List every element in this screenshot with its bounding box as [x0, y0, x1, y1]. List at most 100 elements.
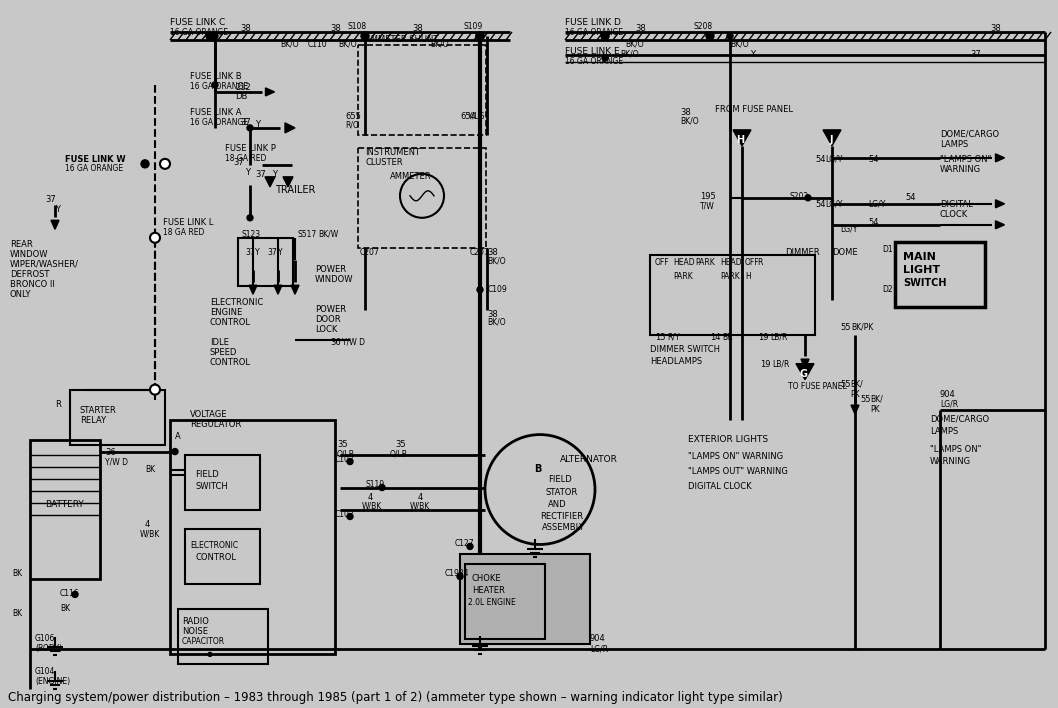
Text: CLOCK: CLOCK [940, 210, 968, 219]
Text: Y/W D: Y/W D [342, 338, 365, 347]
Text: WINDOW: WINDOW [10, 250, 49, 258]
Bar [178, 610, 268, 664]
Text: C127: C127 [455, 539, 475, 549]
Circle shape [477, 287, 484, 292]
Text: DIMMER: DIMMER [785, 248, 820, 257]
Text: 16 GA ORANGE: 16 GA ORANGE [65, 164, 123, 173]
Text: 38: 38 [240, 24, 251, 33]
Text: Y: Y [255, 248, 259, 257]
Text: 18 GA RED: 18 GA RED [163, 228, 204, 236]
Text: WARNING: WARNING [930, 457, 971, 466]
Text: G104: G104 [35, 668, 55, 676]
Text: BK: BK [12, 610, 22, 618]
Circle shape [476, 32, 484, 40]
Text: 54: 54 [868, 155, 878, 164]
Text: BK/O: BK/O [625, 40, 643, 49]
Text: LAMPS: LAMPS [940, 140, 968, 149]
Text: RELAY: RELAY [80, 416, 106, 425]
Text: DOOR: DOOR [315, 314, 341, 324]
Text: G: G [799, 369, 807, 379]
Text: 54: 54 [868, 218, 878, 227]
Circle shape [212, 82, 218, 88]
Text: G106: G106 [35, 634, 55, 644]
Text: BK: BK [12, 569, 22, 578]
Text: 37: 37 [240, 118, 251, 127]
Text: 38: 38 [680, 108, 691, 117]
Text: Charging system/power distribution – 1983 through 1985 (part 1 of 2) (ammeter ty: Charging system/power distribution – 198… [8, 691, 783, 704]
Text: 904: 904 [590, 634, 606, 644]
Text: INSTRUMENT: INSTRUMENT [365, 148, 420, 157]
Polygon shape [282, 177, 293, 187]
Text: LOCK: LOCK [315, 325, 338, 333]
Text: 38: 38 [635, 24, 645, 33]
Circle shape [601, 32, 609, 40]
Text: D2: D2 [882, 285, 893, 294]
Text: BK/O: BK/O [430, 40, 449, 49]
Polygon shape [266, 88, 274, 96]
Text: S202: S202 [790, 192, 809, 201]
Text: RECTIFIER: RECTIFIER [540, 511, 583, 520]
Bar [238, 238, 293, 286]
Text: 36: 36 [330, 338, 341, 347]
Text: DIGITAL: DIGITAL [940, 200, 972, 209]
Text: 54: 54 [905, 193, 915, 202]
Text: PARK: PARK [673, 272, 693, 281]
Text: 19: 19 [758, 333, 768, 342]
Text: 54: 54 [815, 200, 825, 209]
Text: 37: 37 [45, 195, 56, 204]
Text: "LAMPS ON" WARNING: "LAMPS ON" WARNING [688, 452, 783, 461]
Text: PARK: PARK [720, 272, 740, 281]
Text: S108: S108 [348, 22, 367, 31]
Text: IDLE: IDLE [209, 338, 229, 347]
Text: W/BK: W/BK [362, 501, 382, 510]
Text: 14: 14 [710, 333, 720, 342]
Text: POWER: POWER [315, 304, 346, 314]
Text: 904: 904 [940, 389, 955, 399]
Text: 19: 19 [760, 360, 770, 369]
Text: TRAILER: TRAILER [275, 185, 315, 195]
Text: STATOR: STATOR [545, 488, 578, 496]
Circle shape [457, 573, 463, 579]
Circle shape [212, 33, 218, 39]
Text: 16 GA ORANGE: 16 GA ORANGE [565, 57, 623, 66]
Text: 55: 55 [860, 394, 871, 404]
Text: HEATER: HEATER [472, 586, 505, 595]
Text: 37: 37 [970, 50, 981, 59]
Text: BK/O: BK/O [680, 117, 698, 126]
Text: ALTERNATOR: ALTERNATOR [560, 455, 618, 464]
Text: W/BK: W/BK [411, 501, 431, 510]
Polygon shape [249, 285, 257, 295]
Text: 36: 36 [105, 447, 115, 457]
Text: O/LB: O/LB [338, 450, 354, 459]
Text: LG/Y: LG/Y [868, 200, 886, 209]
Text: FUSE LINK A: FUSE LINK A [190, 108, 241, 117]
Text: AMMETER SHUNT.: AMMETER SHUNT. [365, 35, 440, 44]
Text: 37: 37 [255, 170, 266, 179]
Text: REAR: REAR [10, 240, 33, 249]
Text: C109: C109 [488, 285, 508, 294]
Circle shape [727, 33, 733, 39]
Text: J: J [829, 135, 833, 145]
Text: LAMPS: LAMPS [930, 427, 959, 435]
Text: Y: Y [750, 50, 755, 59]
Text: BK/W: BK/W [318, 230, 339, 239]
Bar [650, 255, 815, 335]
Text: PARK: PARK [695, 258, 715, 267]
Text: RADIO: RADIO [182, 617, 208, 627]
Circle shape [72, 591, 78, 598]
Text: 654: 654 [460, 112, 476, 121]
Text: BK/O: BK/O [487, 257, 506, 266]
Text: S208: S208 [693, 22, 712, 31]
Text: SPEED: SPEED [209, 348, 237, 357]
Text: H: H [736, 135, 744, 145]
Polygon shape [996, 221, 1004, 229]
Text: 37: 37 [245, 248, 255, 257]
Text: FUSE LINK L: FUSE LINK L [163, 218, 214, 227]
Text: C116: C116 [60, 590, 79, 598]
Text: ASSEMBLY: ASSEMBLY [542, 523, 585, 532]
Text: 18 GA RED: 18 GA RED [225, 154, 267, 163]
Text: "LAMPS ON": "LAMPS ON" [930, 445, 982, 454]
Text: DIMMER SWITCH: DIMMER SWITCH [650, 345, 720, 354]
Circle shape [141, 160, 149, 168]
Text: "LAMPS ON": "LAMPS ON" [940, 155, 991, 164]
